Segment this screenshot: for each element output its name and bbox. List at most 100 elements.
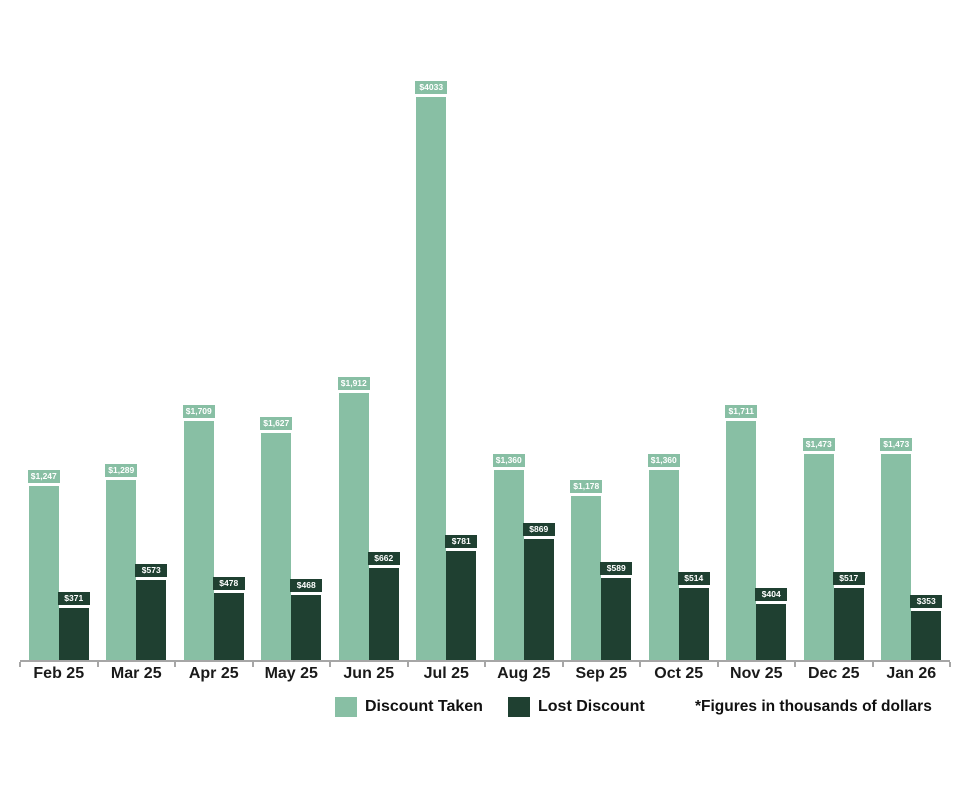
bar-value-label: $371: [57, 592, 90, 605]
x-axis-label: Oct 25: [654, 665, 704, 682]
bar-discount-taken: $1,912: [337, 377, 370, 660]
x-axis-label: Mar 25: [110, 665, 162, 682]
bar-lost-discount: $478: [212, 577, 245, 660]
x-axis-labels: Feb 25 Mar 25 Apr 25 May 25 Jun 25 Jul 25 Aug …: [20, 663, 950, 683]
bar-value-label: $1,711: [725, 405, 758, 418]
bar-value-label: $1,473: [802, 438, 835, 451]
bar-group: $1,247 $371: [19, 0, 99, 667]
bar-pair: $1,473 $517: [802, 438, 865, 660]
bar-lost-discount: $353: [910, 595, 943, 660]
bar-group: $1,473 $353: [873, 0, 951, 667]
bar-value-label: $662: [367, 552, 400, 565]
bar-group: $1,711 $404: [718, 0, 796, 667]
bar-value-label: $1,178: [570, 480, 603, 493]
bar-lost-discount: $869: [522, 523, 555, 660]
x-axis-label: Aug 25: [497, 665, 551, 682]
bar-value-label: $869: [522, 523, 555, 536]
bar-lost-discount: $514: [677, 572, 710, 660]
x-axis-label: Feb 25: [33, 665, 85, 682]
bar-group: $1,289 $573: [98, 0, 176, 667]
bar-value-label: $514: [677, 572, 710, 585]
x-axis-tick: [251, 662, 254, 667]
bar-discount-taken: $1,247: [27, 470, 60, 660]
x-axis-label: Dec 25: [807, 665, 860, 682]
bar-value-label: $1,709: [182, 405, 215, 418]
x-axis-tick: [794, 662, 796, 667]
figures-note: *Figures in thousands of dollars: [695, 698, 932, 715]
x-axis-tick: [716, 662, 719, 667]
lost-discount-swatch: [508, 697, 530, 717]
x-axis-tick: [174, 662, 176, 667]
bar-group: $1,360 $869: [485, 0, 564, 667]
x-axis-tick: [639, 662, 641, 667]
bar-pair: $1,360 $514: [647, 454, 710, 660]
x-axis-label: Apr 25: [188, 665, 239, 682]
bar-group: $1,627 $468: [253, 0, 331, 667]
bar-group: $1,912 $662: [330, 0, 409, 667]
x-axis-tick: [19, 662, 21, 667]
bar-pair: $1,627 $468: [260, 417, 323, 660]
bar-pair: $1,709 $478: [182, 405, 245, 660]
bar-group: $1,360 $514: [640, 0, 719, 667]
bar-discount-taken: $1,473: [880, 438, 913, 660]
bar-value-label: $353: [910, 595, 943, 608]
bar-pair: $1,289 $573: [105, 464, 168, 660]
bar-value-label: $468: [290, 579, 323, 592]
bar-pair: $1,473 $353: [880, 438, 943, 660]
bar-discount-taken: $1,360: [647, 454, 680, 660]
bar-lost-discount: $404: [755, 588, 788, 660]
bar-value-label: $1,360: [647, 454, 680, 467]
x-axis-tick: [949, 662, 951, 667]
legend-label-discount-taken: Discount Taken: [365, 698, 483, 715]
bar-value-label: $478: [212, 577, 245, 590]
x-axis-label: Jul 25: [423, 665, 469, 682]
bar-value-label: $4033: [415, 81, 448, 94]
bar-discount-taken: $1,289: [105, 464, 138, 660]
bar-group: $1,178 $589: [563, 0, 641, 667]
bar-discount-taken: $1,627: [260, 417, 293, 660]
bar-group: $1,473 $517: [795, 0, 874, 667]
bar-group: $4033 $781: [408, 0, 486, 667]
bar-value-label: $1,473: [880, 438, 913, 451]
x-axis-tick: [561, 662, 564, 667]
x-axis-label: Sep 25: [575, 665, 628, 682]
x-axis-tick: [329, 662, 331, 667]
bar-discount-taken: $4033: [415, 81, 448, 660]
bar-discount-taken: $1,360: [492, 454, 525, 660]
bar-lost-discount: $573: [135, 564, 168, 660]
x-axis-tick: [96, 662, 99, 667]
bar-value-label: $404: [755, 588, 788, 601]
bar-pair: $1,360 $869: [492, 454, 555, 660]
x-axis-label: Nov 25: [730, 665, 783, 682]
bar-value-label: $1,912: [337, 377, 370, 390]
bar-pair: $4033 $781: [415, 81, 478, 660]
x-axis-tick: [406, 662, 409, 667]
bar-lost-discount: $589: [600, 562, 633, 660]
bar-value-label: $1,289: [105, 464, 138, 477]
bar-group: $1,709 $478: [175, 0, 254, 667]
bar-discount-taken: $1,709: [182, 405, 215, 660]
plot-area: $1,247 $371 $1,289 $573 $1,709 $478 $1,627 $468…: [19, 0, 951, 667]
bar-discount-taken: $1,711: [725, 405, 758, 660]
x-axis-tick: [871, 662, 874, 667]
discount-taken-swatch: [335, 697, 357, 717]
bar-value-label: $589: [600, 562, 633, 575]
x-axis-label: May 25: [264, 665, 318, 682]
x-axis-label: Jun 25: [343, 665, 395, 682]
bar-pair: $1,178 $589: [570, 480, 633, 660]
legend-item-discount-taken: Discount Taken: [335, 695, 483, 719]
bar-pair: $1,247 $371: [27, 470, 90, 660]
bar-value-label: $781: [445, 535, 478, 548]
bar-discount-taken: $1,178: [570, 480, 603, 660]
bar-pair: $1,711 $404: [725, 405, 788, 660]
bar-lost-discount: $468: [290, 579, 323, 660]
bar-value-label: $1,627: [260, 417, 293, 430]
bar-lost-discount: $781: [445, 535, 478, 660]
bar-lost-discount: $517: [832, 572, 865, 660]
bar-value-label: $1,247: [27, 470, 60, 483]
bar-lost-discount: $662: [367, 552, 400, 660]
bar-value-label: $573: [135, 564, 168, 577]
bar-pair: $1,912 $662: [337, 377, 400, 660]
bar-value-label: $517: [832, 572, 865, 585]
